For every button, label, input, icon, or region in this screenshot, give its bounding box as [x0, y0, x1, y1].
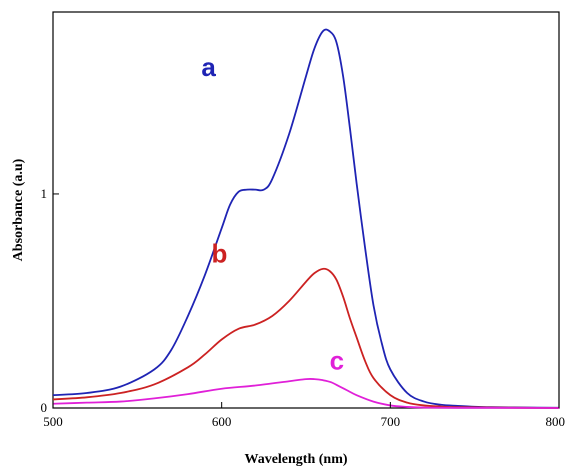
ticks-group: 500 600 700 800 0 1 — [41, 186, 565, 429]
y-tick-label-1: 1 — [41, 186, 48, 201]
curves-group — [52, 28, 560, 409]
series-label-a: a — [201, 52, 216, 82]
series-labels-group: a b c — [201, 52, 344, 375]
x-tick-label-800: 800 — [546, 414, 565, 429]
x-tick-label-600: 600 — [212, 414, 232, 429]
x-tick-label-500: 500 — [43, 414, 63, 429]
series-line-a — [52, 28, 560, 409]
series-line-c — [52, 377, 560, 409]
series-label-c: c — [330, 345, 344, 375]
series-line-b — [52, 267, 560, 409]
y-tick-label-0: 0 — [41, 400, 48, 415]
plot-frame-group — [52, 11, 560, 409]
plot-frame — [52, 11, 560, 409]
x-axis-label: Wavelength (nm) — [244, 452, 347, 467]
series-label-b: b — [212, 238, 228, 268]
x-tick-label-700: 700 — [381, 414, 401, 429]
y-axis-label: Absorbance (a.u) — [11, 158, 26, 261]
